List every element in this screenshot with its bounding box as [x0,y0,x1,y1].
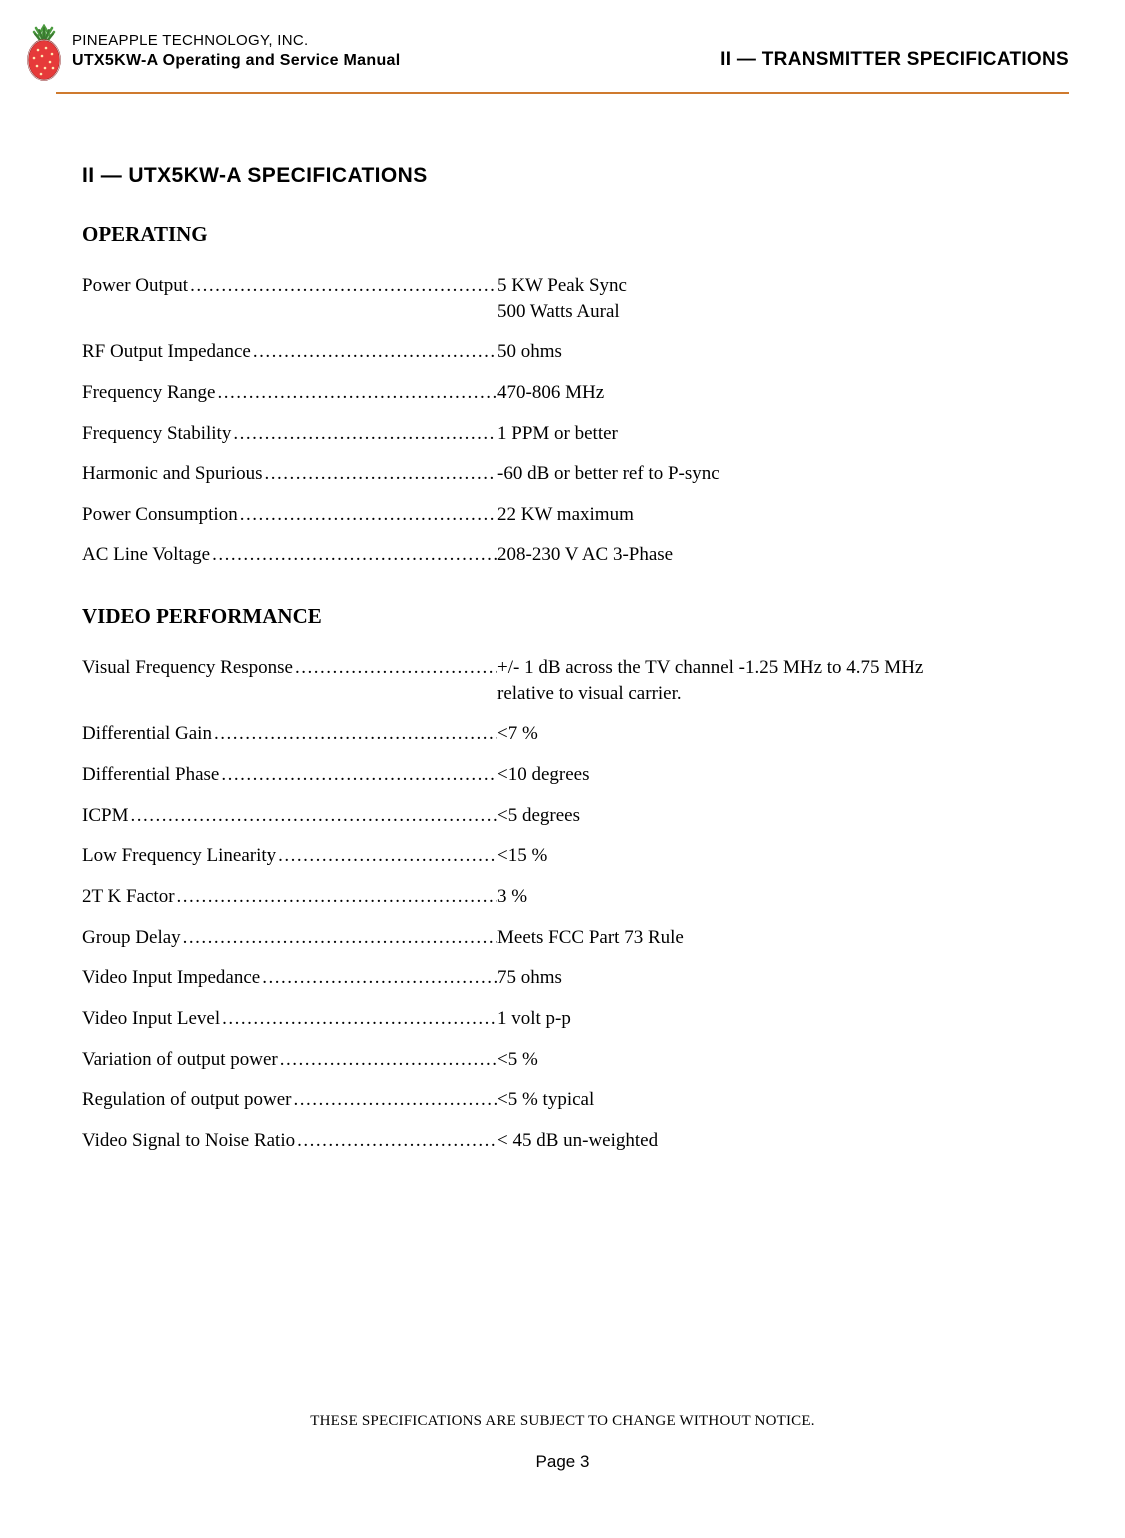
spec-row: Variation of output power<5 % [82,1047,1069,1073]
spec-label: Power Output [82,273,497,324]
spec-label: RF Output Impedance [82,339,497,365]
spec-label: Video Input Level [82,1006,497,1032]
spec-value: -60 dB or better ref to P-sync [497,461,1069,487]
spec-row: AC Line Voltage 208-230 V AC 3-Phase [82,542,1069,568]
spec-row: Differential Gain<7 % [82,721,1069,747]
spec-row: Video Input Level 1 volt p-p [82,1006,1069,1032]
spec-value: <15 % [497,843,1069,869]
spec-label: Video Input Impedance [82,965,497,991]
spec-value: 1 PPM or better [497,421,1069,447]
spec-value: 1 volt p-p [497,1006,1069,1032]
spec-label: Frequency Range [82,380,497,406]
spec-value: 3 % [497,884,1069,910]
company-logo-icon [20,24,68,84]
spec-value: <5 % [497,1047,1069,1073]
video-spec-list: Visual Frequency Response+/- 1 dB across… [82,655,1069,1153]
header-row: UTX5KW-A Operating and Service Manual II… [72,49,1069,71]
spec-label: Power Consumption [82,502,497,528]
spec-value: <5 % typical [497,1087,1069,1113]
spec-value: Meets FCC Part 73 Rule [497,925,1069,951]
spec-label: Variation of output power [82,1047,497,1073]
footer-page-number: Page 3 [0,1452,1125,1472]
operating-heading: OPERATING [82,222,1069,247]
spec-value: < 45 dB un-weighted [497,1128,1069,1154]
section-title: II — TRANSMITTER SPECIFICATIONS [720,49,1069,71]
spec-row: Low Frequency Linearity <15 % [82,843,1069,869]
footer-disclaimer: THESE SPECIFICATIONS ARE SUBJECT TO CHAN… [0,1413,1125,1430]
spec-row: Group Delay Meets FCC Part 73 Rule [82,925,1069,951]
spec-row: Power Consumption 22 KW maximum [82,502,1069,528]
spec-value: <10 degrees [497,762,1069,788]
main-heading: II — UTX5KW-A SPECIFICATIONS [82,164,1069,188]
spec-value: 50 ohms [497,339,1069,365]
spec-label: Visual Frequency Response [82,655,497,706]
spec-value: <7 % [497,721,1069,747]
spec-value-line2: 500 Watts Aural [497,299,1069,325]
video-heading: VIDEO PERFORMANCE [82,604,1069,629]
spec-value: <5 degrees [497,803,1069,829]
page-header: PINEAPPLE TECHNOLOGY, INC. UTX5KW-A Oper… [0,0,1125,84]
content: II — UTX5KW-A SPECIFICATIONS OPERATING P… [0,94,1125,1153]
spec-row: Power Output 5 KW Peak Sync500 Watts Aur… [82,273,1069,324]
spec-label: Differential Gain [82,721,497,747]
spec-row: Frequency Range470-806 MHz [82,380,1069,406]
spec-value-line2: relative to visual carrier. [497,681,1069,707]
spec-row: 2T K Factor3 % [82,884,1069,910]
spec-value: 75 ohms [497,965,1069,991]
spec-row: Video Input Impedance75 ohms [82,965,1069,991]
spec-row: Harmonic and Spurious-60 dB or better re… [82,461,1069,487]
spec-row: Visual Frequency Response+/- 1 dB across… [82,655,1069,706]
spec-row: Regulation of output power <5 % typical [82,1087,1069,1113]
header-text-block: PINEAPPLE TECHNOLOGY, INC. UTX5KW-A Oper… [72,24,1069,71]
spec-label: Differential Phase [82,762,497,788]
spec-value: 22 KW maximum [497,502,1069,528]
spec-label: Video Signal to Noise Ratio [82,1128,497,1154]
manual-title: UTX5KW-A Operating and Service Manual [72,52,400,70]
spec-label: Regulation of output power [82,1087,497,1113]
spec-value: +/- 1 dB across the TV channel -1.25 MHz… [497,655,1069,706]
spec-label: Harmonic and Spurious [82,461,497,487]
spec-row: ICPM <5 degrees [82,803,1069,829]
page-footer: THESE SPECIFICATIONS ARE SUBJECT TO CHAN… [0,1413,1125,1472]
spec-label: ICPM [82,803,497,829]
spec-value: 5 KW Peak Sync500 Watts Aural [497,273,1069,324]
spec-row: Frequency Stability1 PPM or better [82,421,1069,447]
spec-label: AC Line Voltage [82,542,497,568]
spec-row: RF Output Impedance50 ohms [82,339,1069,365]
company-name: PINEAPPLE TECHNOLOGY, INC. [72,32,1069,49]
operating-spec-list: Power Output 5 KW Peak Sync500 Watts Aur… [82,273,1069,568]
spec-label: 2T K Factor [82,884,497,910]
spec-label: Group Delay [82,925,497,951]
spec-row: Video Signal to Noise Ratio < 45 dB un-w… [82,1128,1069,1154]
spec-label: Low Frequency Linearity [82,843,497,869]
spec-value: 208-230 V AC 3-Phase [497,542,1069,568]
spec-label: Frequency Stability [82,421,497,447]
spec-row: Differential Phase <10 degrees [82,762,1069,788]
spec-value: 470-806 MHz [497,380,1069,406]
